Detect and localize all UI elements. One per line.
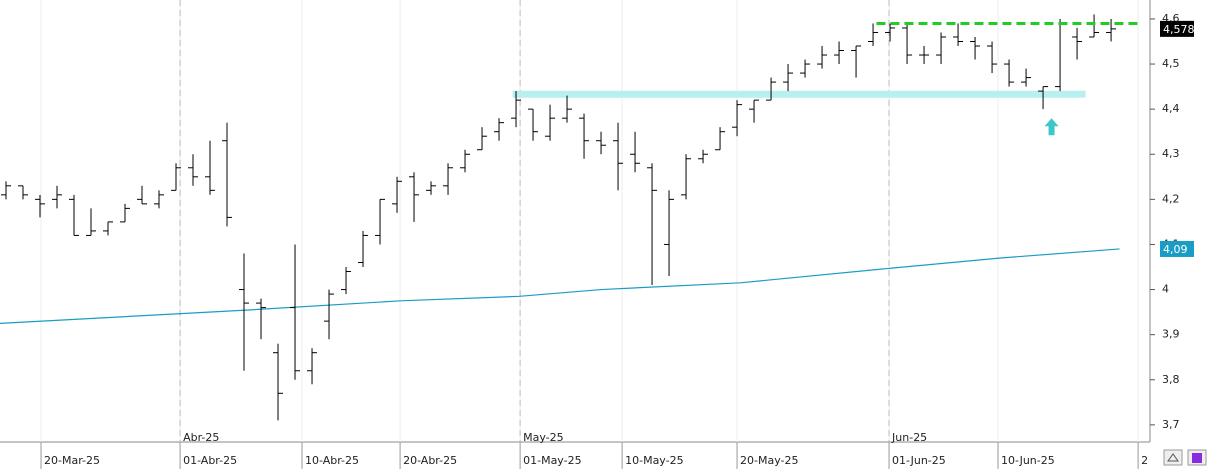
y-tick-label: 4,5 [1162,57,1180,70]
price-axis-panel [1150,0,1209,469]
scroll-button[interactable] [1163,449,1183,466]
y-tick-label: 4,4 [1162,102,1180,115]
price-tag [1160,240,1194,257]
moving-average [0,248,1120,324]
price-tag-label: 4,578 [1163,23,1195,36]
x-tick-label: 10-May-25 [625,454,683,467]
month-label: Abr-25 [183,431,219,444]
x-tick-label: 01-Abr-25 [183,454,237,467]
y-tick-label: 3,8 [1162,373,1180,386]
month-label: May-25 [523,431,564,444]
price-tag-label: 4,09 [1163,243,1188,256]
arrow [1044,118,1059,136]
x-tick-label: 2 [1141,454,1148,467]
x-tick-label: 01-Jun-25 [892,454,946,467]
month-label: Jun-25 [891,431,927,444]
save-icon [1192,453,1202,463]
x-tick-label: 01-May-25 [523,454,581,467]
x-tick-label: 20-Abr-25 [403,454,457,467]
y-tick-label: 3,9 [1162,328,1180,341]
y-tick-label: 4 [1162,283,1169,296]
x-tick-label: 10-Jun-25 [1001,454,1055,467]
x-tick-label: 10-Abr-25 [305,454,359,467]
x-tick-label: 20-May-25 [740,454,798,467]
x-tick-label: 20-Mar-25 [44,454,100,467]
y-tick-label: 4,3 [1162,147,1180,160]
scroll-icon [1167,453,1179,462]
y-tick-label: 3,7 [1162,418,1180,431]
y-tick-label: 4,2 [1162,192,1180,205]
price-tag [1160,20,1194,37]
